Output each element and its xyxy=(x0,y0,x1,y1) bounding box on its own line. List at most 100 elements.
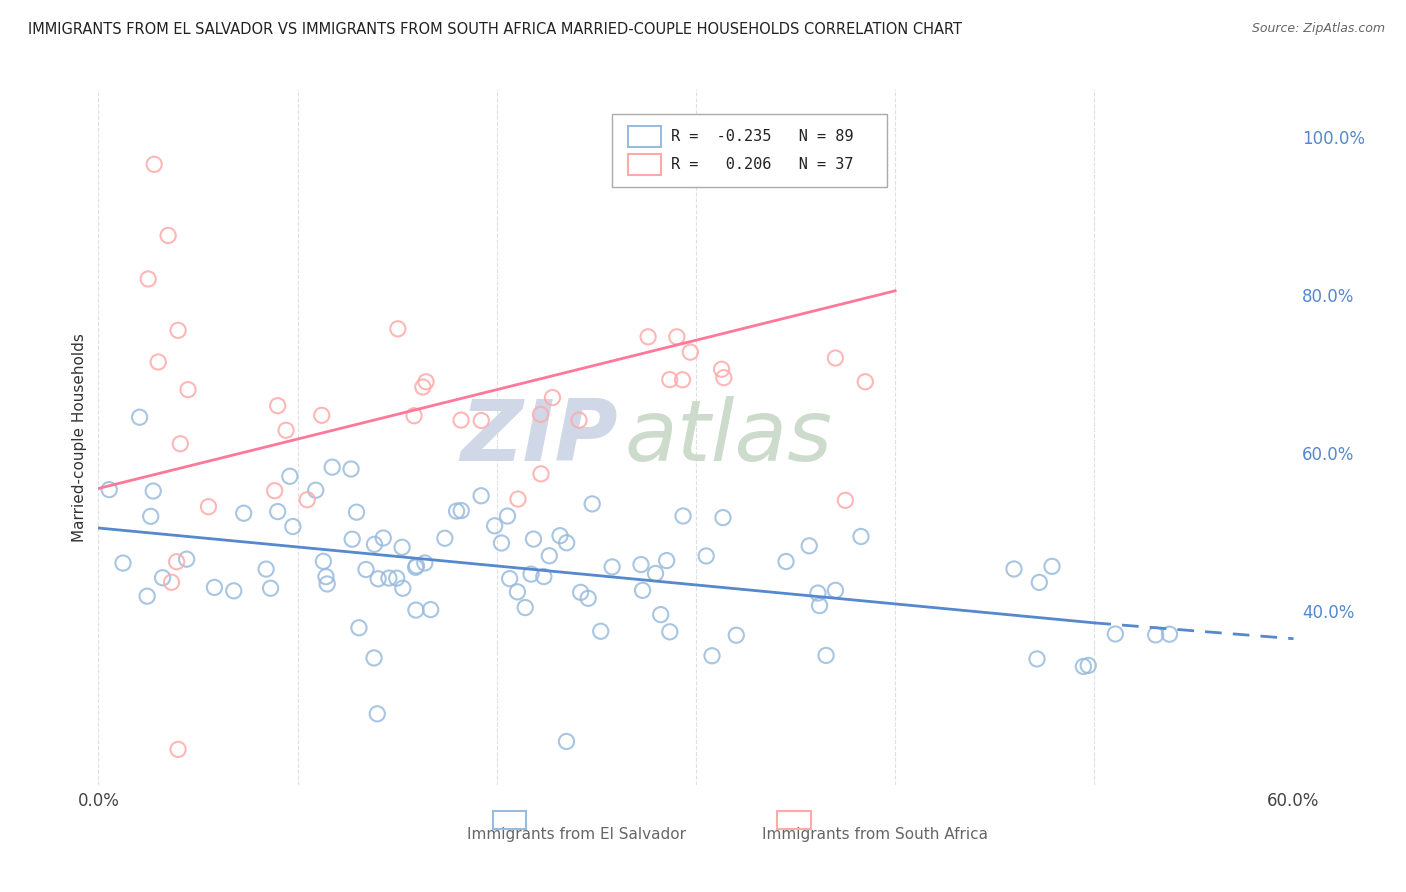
Point xyxy=(589,624,612,639)
Point xyxy=(824,351,846,365)
FancyBboxPatch shape xyxy=(613,113,887,186)
Point xyxy=(315,570,337,584)
Point xyxy=(281,519,304,533)
Point xyxy=(506,585,529,599)
Point xyxy=(470,413,492,427)
Point xyxy=(506,491,529,506)
Point xyxy=(305,483,328,498)
Text: Source: ZipAtlas.com: Source: ZipAtlas.com xyxy=(1251,22,1385,36)
Point xyxy=(367,572,389,586)
Point xyxy=(415,375,437,389)
Point xyxy=(569,585,592,599)
Point xyxy=(385,571,408,585)
Point xyxy=(346,505,368,519)
Point xyxy=(278,469,301,483)
Bar xyxy=(628,126,661,147)
Point xyxy=(824,583,846,598)
Point xyxy=(450,413,472,427)
Point xyxy=(160,575,183,590)
Point xyxy=(363,651,385,665)
Point xyxy=(533,569,555,583)
Point xyxy=(1144,628,1167,642)
Point xyxy=(710,362,733,376)
Point xyxy=(695,549,717,563)
Point xyxy=(387,322,409,336)
Point xyxy=(679,345,702,359)
Point xyxy=(111,556,134,570)
Y-axis label: Married-couple Households: Married-couple Households xyxy=(72,333,87,541)
Point xyxy=(450,503,472,517)
Point xyxy=(232,506,254,520)
Point xyxy=(340,462,363,476)
Point xyxy=(555,734,578,748)
Point xyxy=(259,581,281,595)
Point xyxy=(484,518,506,533)
Bar xyxy=(628,154,661,175)
Point xyxy=(665,330,688,344)
Point xyxy=(576,591,599,606)
Point xyxy=(522,532,544,546)
Point xyxy=(700,648,723,663)
Point xyxy=(807,586,830,600)
Point xyxy=(354,562,377,576)
Point xyxy=(297,492,319,507)
Point xyxy=(529,408,551,422)
Point xyxy=(267,505,290,519)
Point xyxy=(148,355,170,369)
Point xyxy=(143,157,166,171)
Point xyxy=(808,599,831,613)
Text: ZIP: ZIP xyxy=(461,395,619,479)
Point xyxy=(541,391,564,405)
Point xyxy=(139,509,162,524)
Point xyxy=(405,560,427,574)
Bar xyxy=(778,812,811,829)
Point xyxy=(405,603,427,617)
Point xyxy=(498,572,520,586)
Point xyxy=(853,375,876,389)
Point xyxy=(152,571,174,585)
Point xyxy=(166,555,188,569)
Point xyxy=(515,600,537,615)
Point xyxy=(167,742,190,756)
Point xyxy=(274,423,297,437)
Point xyxy=(538,549,561,563)
Point xyxy=(446,504,468,518)
Point xyxy=(1073,659,1095,673)
Point xyxy=(1159,627,1181,641)
Point xyxy=(402,409,425,423)
Point xyxy=(98,483,121,497)
Point xyxy=(496,509,519,524)
Bar xyxy=(494,812,526,829)
Text: Immigrants from El Salvador: Immigrants from El Salvador xyxy=(467,827,686,842)
Point xyxy=(142,483,165,498)
Point xyxy=(555,535,578,549)
Point xyxy=(491,536,513,550)
Point xyxy=(316,577,339,591)
Text: IMMIGRANTS FROM EL SALVADOR VS IMMIGRANTS FROM SOUTH AFRICA MARRIED-COUPLE HOUSE: IMMIGRANTS FROM EL SALVADOR VS IMMIGRANT… xyxy=(28,22,962,37)
Point xyxy=(202,581,225,595)
Point xyxy=(600,560,623,574)
Point xyxy=(713,370,735,384)
Point xyxy=(128,410,150,425)
Point xyxy=(419,602,441,616)
Point xyxy=(167,323,190,337)
Point xyxy=(658,624,681,639)
Point xyxy=(1040,559,1063,574)
Point xyxy=(177,383,200,397)
Point xyxy=(169,436,191,450)
Point xyxy=(655,553,678,567)
Point xyxy=(1104,627,1126,641)
Point xyxy=(412,380,434,394)
Point xyxy=(815,648,838,663)
Point xyxy=(312,554,335,568)
Point xyxy=(136,589,159,603)
Point xyxy=(672,508,695,523)
Point xyxy=(136,272,159,286)
Point xyxy=(725,628,748,642)
Point xyxy=(222,583,245,598)
Text: R =  -0.235   N = 89: R = -0.235 N = 89 xyxy=(671,129,853,144)
Point xyxy=(311,409,333,423)
Point xyxy=(1077,658,1099,673)
Point xyxy=(1028,575,1050,590)
Point xyxy=(366,706,388,721)
